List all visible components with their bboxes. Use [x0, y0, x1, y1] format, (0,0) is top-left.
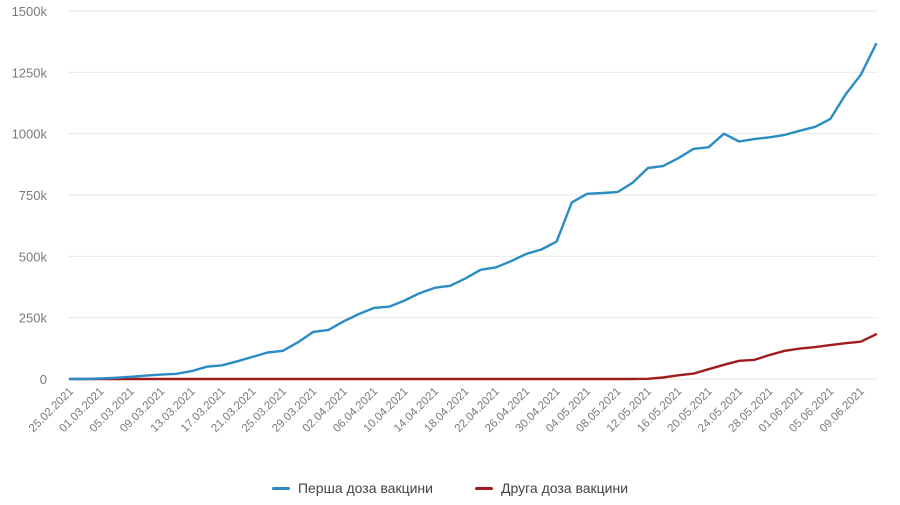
- legend-swatch-second-dose-icon: [474, 486, 493, 490]
- y-tick-label: 0: [40, 372, 47, 387]
- x-axis-labels: 25.02.202101.03.202105.03.202109.03.2021…: [27, 386, 867, 435]
- series-line: [68, 42, 878, 381]
- y-tick-label: 1500k: [12, 4, 48, 19]
- y-tick-label: 1000k: [12, 127, 48, 142]
- y-tick-label: 1250k: [12, 65, 48, 80]
- series-line: [68, 333, 878, 381]
- legend-item-second-dose[interactable]: Друга доза вакцини: [474, 478, 629, 498]
- series-lines: [68, 42, 878, 381]
- y-tick-label: 250k: [19, 311, 48, 326]
- legend-item-first-dose[interactable]: Перша доза вакцини: [271, 478, 433, 498]
- y-axis-labels: 0 250k 500k 750k 1000k 1250k 1500k: [12, 4, 48, 387]
- legend-swatch-first-dose-icon: [271, 486, 290, 490]
- legend-label-second-dose: Друга доза вакцини: [500, 480, 629, 496]
- gridlines: [68, 10, 878, 380]
- y-tick-label: 750k: [19, 188, 48, 203]
- chart-legend: Перша доза вакцини Друга доза вакцини: [0, 478, 900, 498]
- legend-label-first-dose: Перша доза вакцини: [297, 480, 433, 496]
- y-tick-label: 500k: [19, 249, 48, 264]
